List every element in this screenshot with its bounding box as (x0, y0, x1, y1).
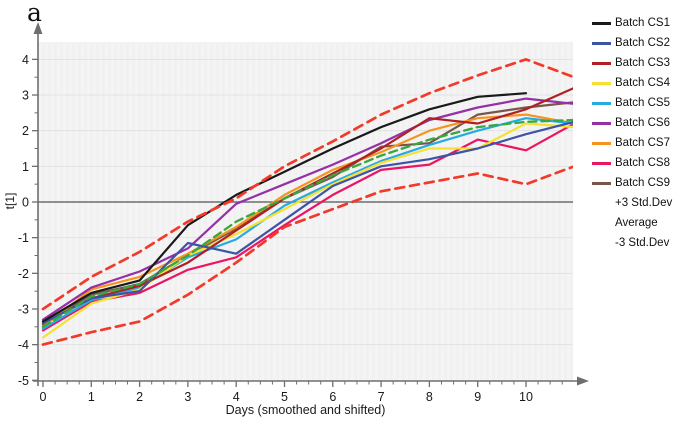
legend-item-batch-cs7: Batch CS7 (592, 133, 672, 153)
legend-swatch-icon (592, 101, 611, 105)
legend-label: Batch CS3 (615, 57, 670, 69)
series-average (41, 118, 573, 328)
x-tick-label: 0 (40, 390, 47, 404)
legend-swatch-icon (592, 161, 611, 165)
legend-label: +3 Std.Dev (615, 197, 673, 209)
legend-label: Batch CS1 (615, 17, 670, 29)
panel-label: a (27, 0, 42, 27)
y-tick-label: -3 (18, 302, 29, 316)
legend-label: Batch CS9 (615, 177, 670, 189)
legend-label: Batch CS8 (615, 157, 670, 169)
x-tick-label: 6 (329, 390, 336, 404)
series-batch-cs1 (41, 92, 528, 323)
y-tick-label: -5 (18, 374, 29, 388)
series-batch-cs8 (41, 122, 573, 332)
legend-swatch-icon (592, 121, 611, 125)
series-batch-cs2 (41, 120, 573, 325)
y-tick-label: 1 (22, 160, 29, 174)
series-3-std-dev (41, 58, 573, 311)
x-tick-label: 7 (378, 390, 385, 404)
legend-item-batch-cs2: Batch CS2 (592, 33, 672, 53)
legend-swatch-icon (592, 41, 611, 45)
y-tick-label: 4 (22, 53, 29, 67)
legend-swatch-icon (592, 222, 611, 225)
legend-swatch-icon (592, 21, 611, 25)
legend-label: Batch CS6 (615, 117, 670, 129)
x-tick-label: 4 (233, 390, 240, 404)
series-3-std-dev (41, 165, 573, 346)
legend-item-3-std-dev: -3 Std.Dev (592, 233, 672, 253)
x-tick-label: 8 (426, 390, 433, 404)
legend-swatch-icon (592, 242, 611, 245)
legend-item-batch-cs4: Batch CS4 (592, 73, 672, 93)
legend-swatch-icon (592, 202, 611, 205)
y-tick-label: 2 (22, 124, 29, 138)
y-axis-arrow-icon (33, 22, 43, 34)
y-axis-label: t[1] (3, 192, 17, 210)
legend-item-batch-cs1: Batch CS1 (592, 13, 672, 33)
x-tick-label: 1 (88, 390, 95, 404)
legend-item-3-std-dev: +3 Std.Dev (592, 193, 672, 213)
x-tick-label: 9 (474, 390, 481, 404)
x-tick-label: 2 (136, 390, 143, 404)
legend-item-batch-cs8: Batch CS8 (592, 153, 672, 173)
legend-item-average: Average (592, 213, 672, 233)
y-tick-label: 3 (22, 89, 29, 103)
x-tick-label: 10 (519, 390, 533, 404)
series-batch-cs6 (41, 97, 573, 321)
y-tick-label: -2 (18, 267, 29, 281)
legend-swatch-icon (592, 181, 611, 185)
legend-item-batch-cs3: Batch CS3 (592, 53, 672, 73)
legend-swatch-icon (592, 141, 611, 145)
legend-label: -3 Std.Dev (615, 237, 670, 249)
legend-swatch-icon (592, 81, 611, 85)
x-axis-label: Days (smoothed and shifted) (225, 403, 386, 417)
x-tick-label: 3 (184, 390, 191, 404)
legend: Batch CS1 Batch CS2 Batch CS3 Batch CS4 Batc… (592, 13, 672, 253)
legend-label: Average (615, 217, 658, 229)
series-batch-cs7 (41, 113, 573, 328)
series-batch-cs5 (41, 117, 573, 330)
x-axis-arrow-icon (577, 376, 589, 386)
y-tick-label: 0 (22, 196, 29, 210)
y-tick-label: -4 (18, 338, 29, 352)
legend-label: Batch CS5 (615, 97, 670, 109)
legend-swatch-icon (592, 61, 611, 65)
legend-label: Batch CS7 (615, 137, 670, 149)
legend-item-batch-cs6: Batch CS6 (592, 113, 672, 133)
legend-item-batch-cs5: Batch CS5 (592, 93, 672, 113)
y-tick-label: -1 (18, 231, 29, 245)
x-tick-label: 5 (281, 390, 288, 404)
legend-item-batch-cs9: Batch CS9 (592, 173, 672, 193)
legend-label: Batch CS2 (615, 37, 670, 49)
legend-label: Batch CS4 (615, 77, 670, 89)
